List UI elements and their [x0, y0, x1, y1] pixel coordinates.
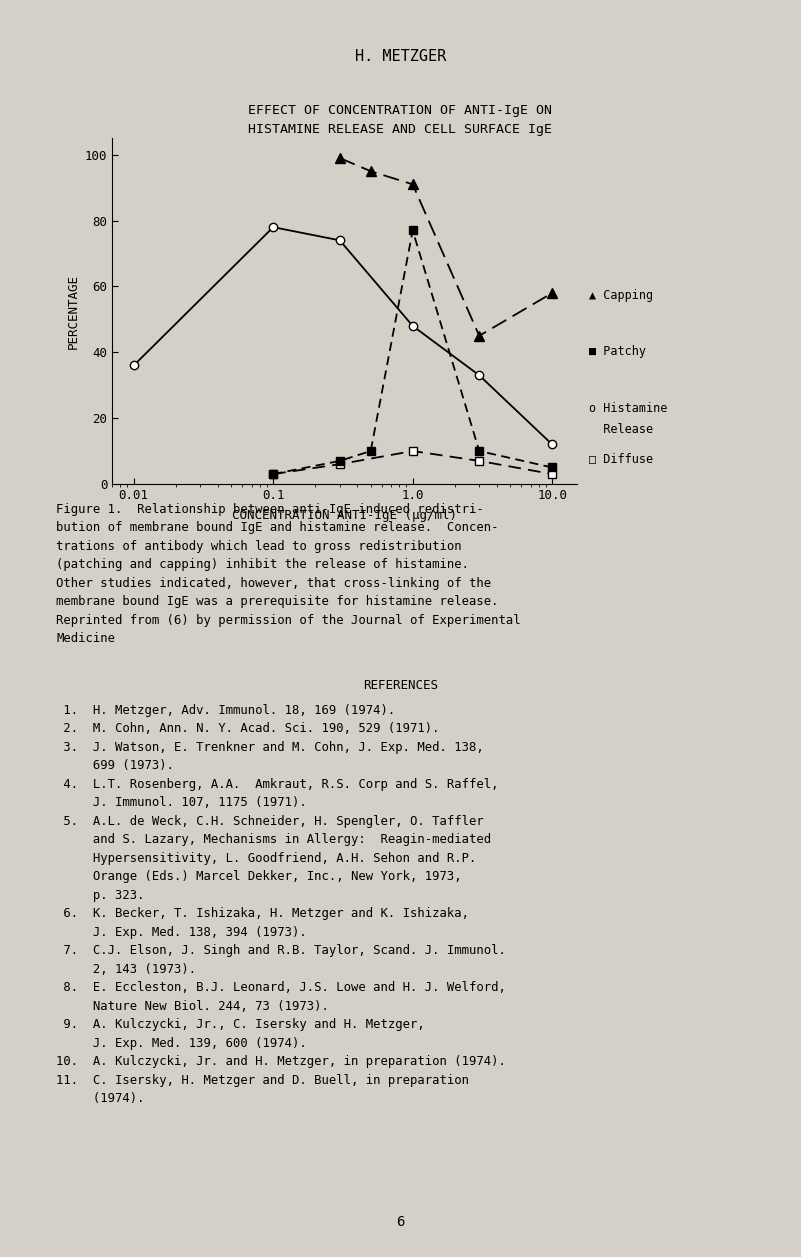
- Text: □ Diffuse: □ Diffuse: [589, 453, 653, 465]
- Text: Figure 1.  Relationship between anti-IgE induced redistri-
bution of membrane bo: Figure 1. Relationship between anti-IgE …: [56, 503, 521, 645]
- Text: H. METZGER: H. METZGER: [355, 49, 446, 64]
- Text: Release: Release: [589, 424, 653, 436]
- Text: o Histamine: o Histamine: [589, 402, 667, 415]
- Text: HISTAMINE RELEASE AND CELL SURFACE IgE: HISTAMINE RELEASE AND CELL SURFACE IgE: [248, 123, 553, 136]
- Text: 6: 6: [396, 1214, 405, 1229]
- X-axis label: CONCENTRATION ANTI-IgE (μg/ml): CONCENTRATION ANTI-IgE (μg/ml): [232, 509, 457, 522]
- Text: EFFECT OF CONCENTRATION OF ANTI-IgE ON: EFFECT OF CONCENTRATION OF ANTI-IgE ON: [248, 104, 553, 117]
- Text: REFERENCES: REFERENCES: [363, 679, 438, 691]
- Y-axis label: PERCENTAGE: PERCENTAGE: [67, 274, 80, 348]
- Text: 1.  H. Metzger, Adv. Immunol. 18, 169 (1974).
 2.  M. Cohn, Ann. N. Y. Acad. Sci: 1. H. Metzger, Adv. Immunol. 18, 169 (19…: [56, 704, 506, 1105]
- Text: ▲ Capping: ▲ Capping: [589, 289, 653, 302]
- Text: ■ Patchy: ■ Patchy: [589, 346, 646, 358]
